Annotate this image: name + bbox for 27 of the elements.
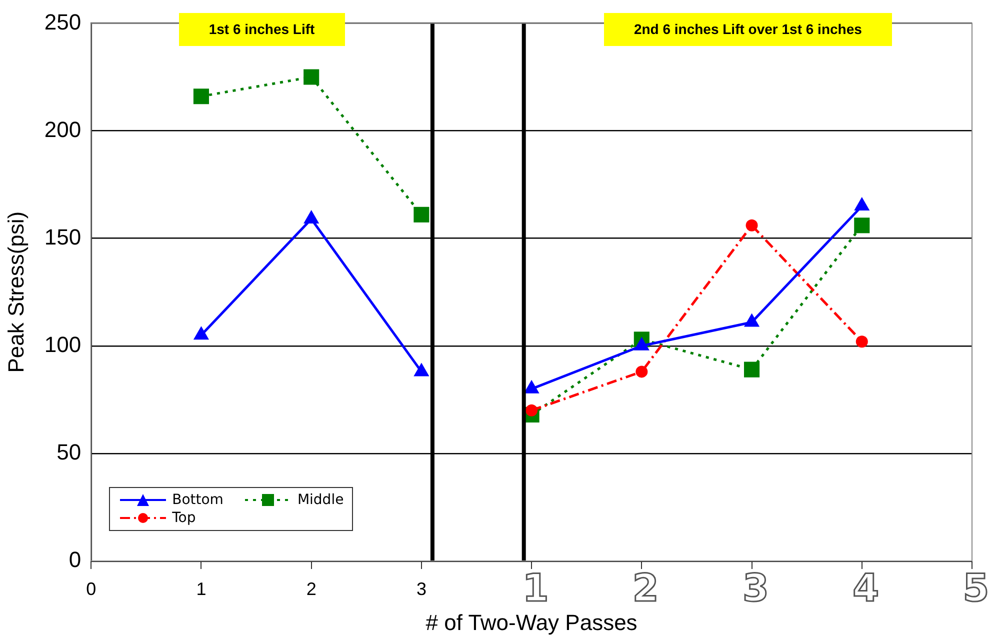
legend-label: Top — [172, 510, 196, 526]
point — [856, 336, 868, 348]
text: 4 — [852, 566, 880, 610]
y-tick-label: 0 — [68, 547, 82, 572]
point — [746, 219, 758, 232]
point — [304, 69, 320, 85]
legend-label: Middle — [297, 492, 344, 508]
legend-label: Bottom — [172, 492, 224, 508]
point — [414, 206, 430, 222]
text: 5 — [962, 566, 990, 610]
y-tick-label: 200 — [44, 116, 82, 142]
x-tick-label: 1 — [196, 578, 206, 599]
annotation: 1st 6 inches Lift — [208, 21, 315, 38]
y-tick-label: 100 — [44, 332, 82, 357]
x-axis-title: # of Two-Way Passes — [426, 610, 638, 635]
y-axis-title: Peak Stress(psi) — [3, 211, 28, 373]
x-tick-label: 2 — [306, 578, 316, 599]
x-tick-label: 3 — [416, 578, 426, 599]
point — [854, 218, 870, 234]
y-tick-label: 150 — [44, 224, 82, 250]
point — [744, 362, 760, 378]
y-tick-label: 250 — [44, 9, 82, 34]
x-tick-label: 0 — [86, 578, 96, 599]
point — [193, 88, 209, 104]
y-tick-label: 50 — [56, 440, 82, 465]
point — [636, 366, 648, 378]
annotation: 2nd 6 inches Lift over 1st 6 inches — [634, 21, 862, 38]
